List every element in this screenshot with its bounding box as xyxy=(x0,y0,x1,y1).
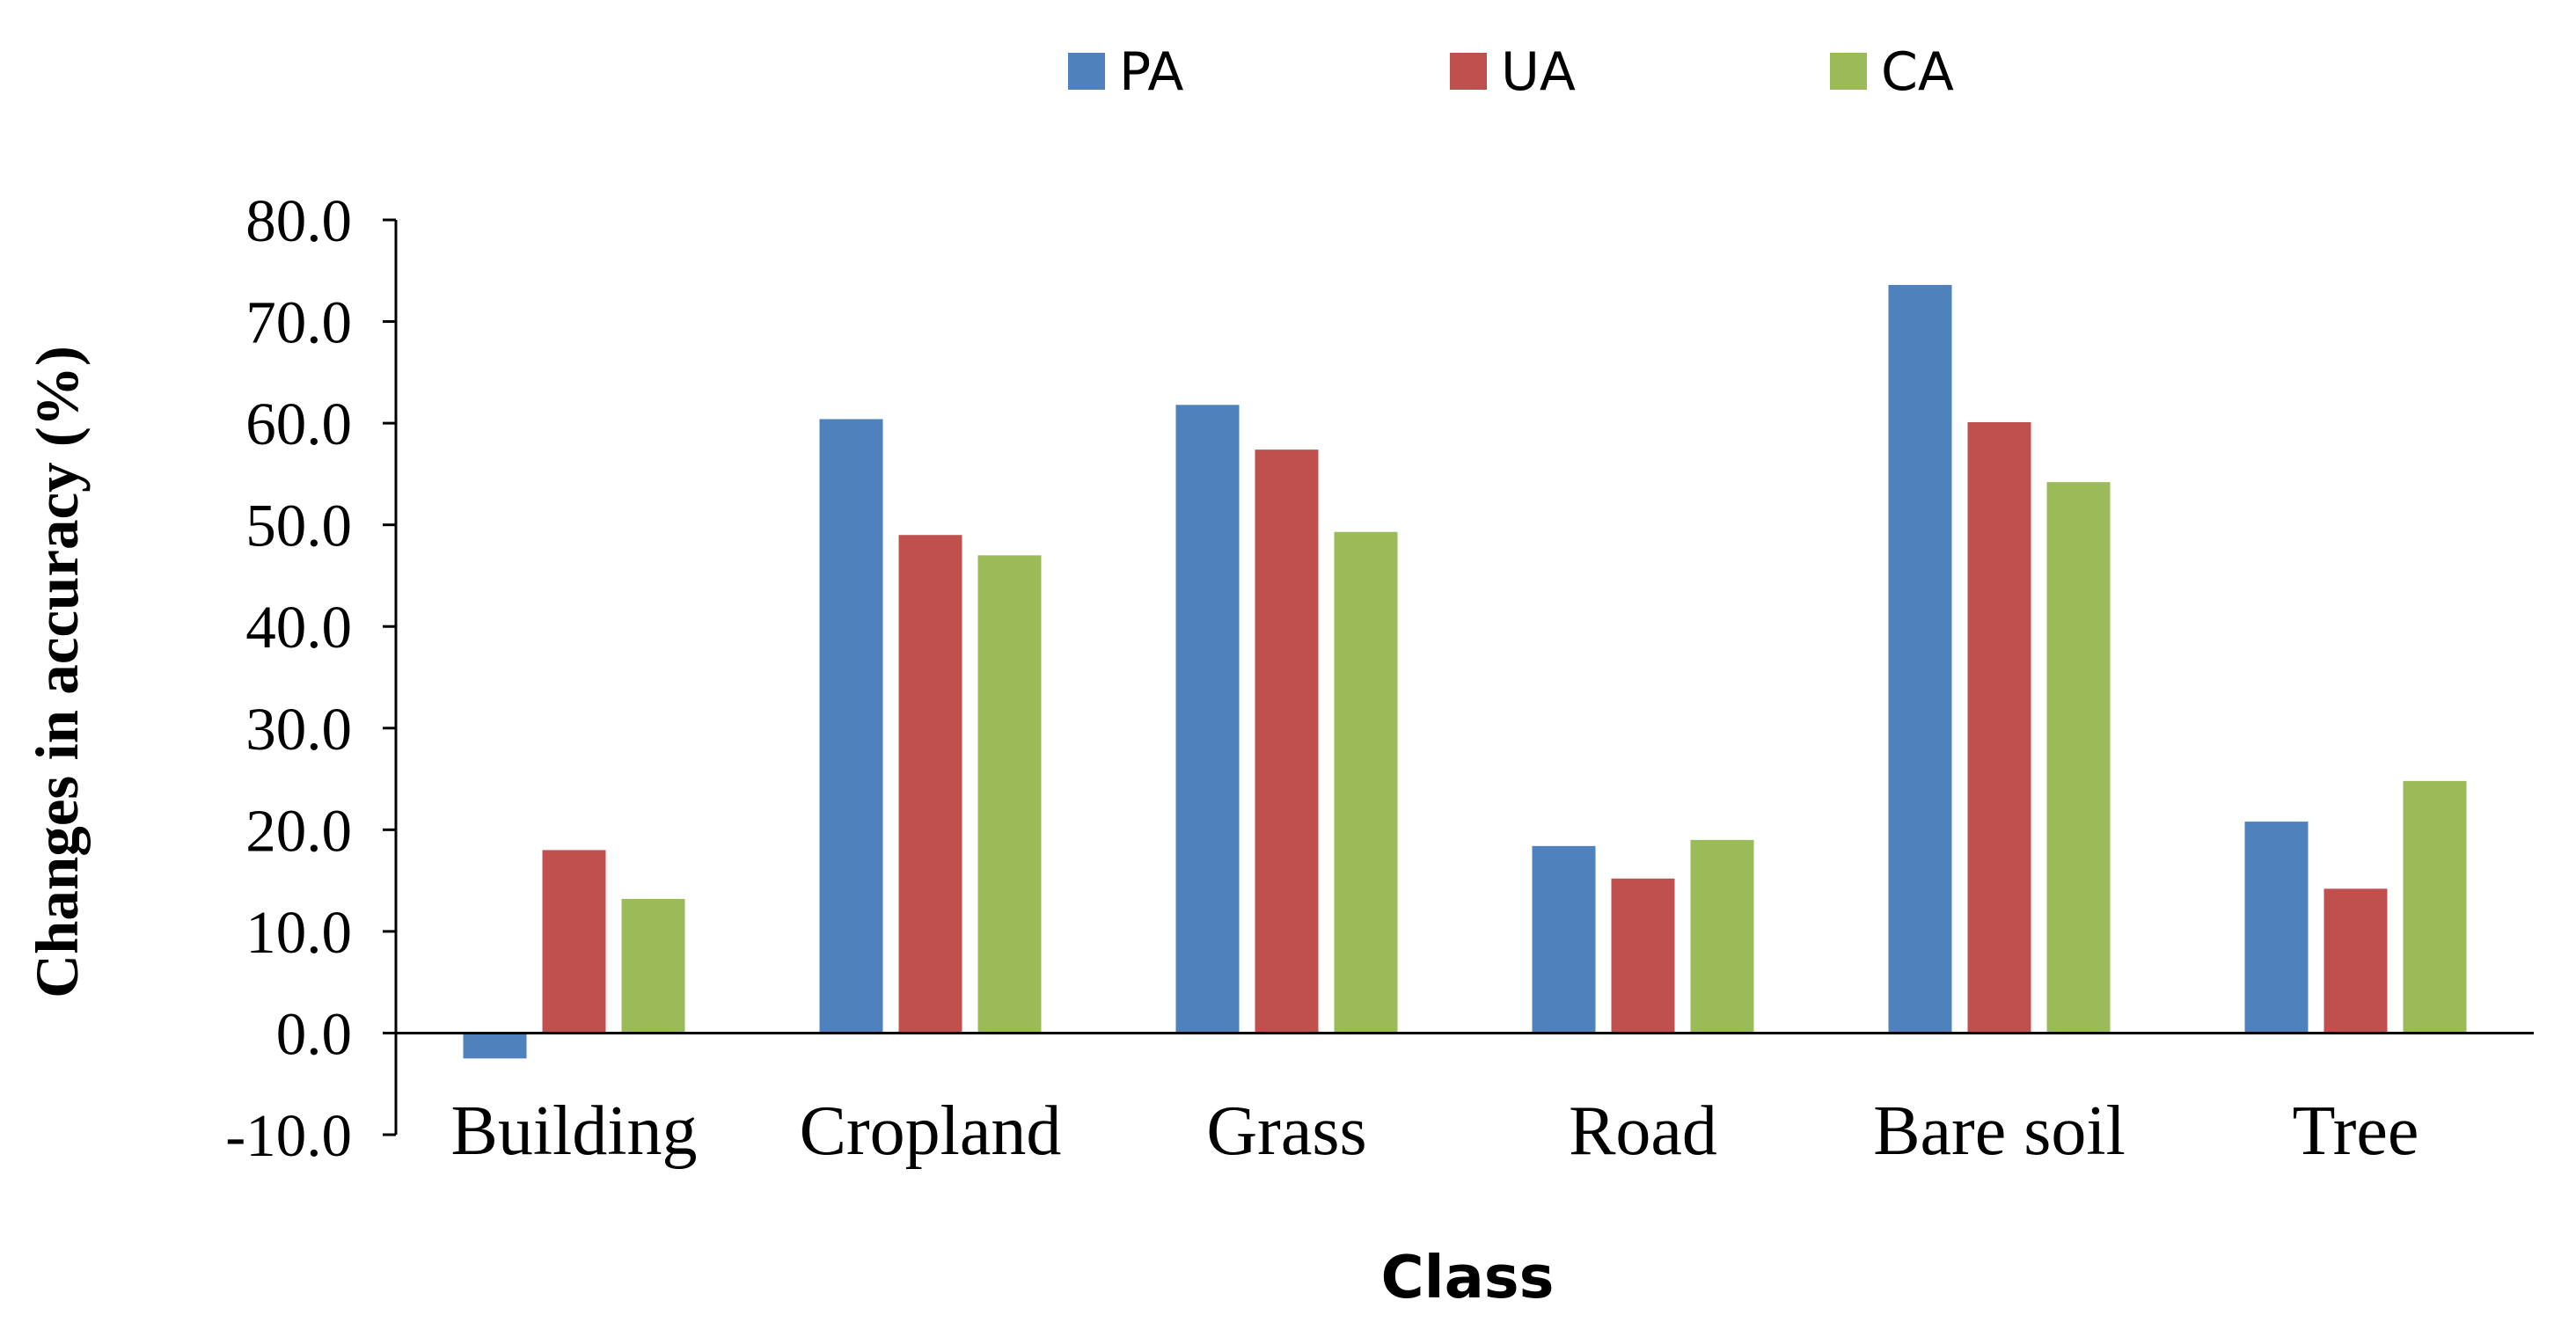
bar-pa-grass xyxy=(1175,405,1240,1034)
legend-swatch-pa xyxy=(1068,53,1105,90)
y-tick-label: 80.0 xyxy=(245,187,352,254)
bar-pa-cropland xyxy=(819,419,883,1034)
bar-pa-road xyxy=(1532,845,1596,1034)
y-tick-label: 0.0 xyxy=(276,1000,352,1067)
x-axis-title: Class xyxy=(1380,1243,1554,1311)
x-category-label: Road xyxy=(1569,1092,1717,1170)
legend-label-ua: UA xyxy=(1501,41,1576,103)
y-tick-label: 20.0 xyxy=(245,797,352,864)
bar-pa-tree xyxy=(2244,822,2309,1034)
bar-ca-tree xyxy=(2403,780,2467,1034)
y-tick-label: -10.0 xyxy=(225,1102,352,1169)
x-category-label: Tree xyxy=(2293,1092,2419,1170)
y-axis-ticks: -10.0 0.0 10.0 20.0 30.0 40.0 50.0 60.0 70.0 80.0 xyxy=(225,187,396,1169)
y-tick-label: 70.0 xyxy=(245,289,352,356)
bar-ua-tree xyxy=(2324,888,2388,1034)
bar-ca-road xyxy=(1690,839,1754,1034)
bar-ua-building xyxy=(542,850,606,1034)
bar-ua-cropland xyxy=(898,535,962,1034)
bar-ca-grass xyxy=(1334,531,1398,1034)
legend-label-ca: CA xyxy=(1881,41,1954,103)
legend-swatch-ua xyxy=(1450,53,1487,90)
x-category-label: Building xyxy=(450,1092,697,1170)
y-tick-label: 10.0 xyxy=(245,899,352,966)
bar-pa-building xyxy=(463,1033,527,1059)
x-category-label: Grass xyxy=(1206,1092,1366,1170)
bar-ua-grass xyxy=(1255,449,1319,1034)
bar-pa-bare-soil xyxy=(1888,284,1952,1034)
bar-ca-bare-soil xyxy=(2046,482,2111,1034)
bar-ua-bare-soil xyxy=(1967,421,2031,1034)
bar-series-group xyxy=(463,284,2467,1059)
legend-swatch-ca xyxy=(1830,53,1867,90)
x-axis-category-labels: Building Cropland Grass Road Bare soil Tree xyxy=(450,1092,2419,1170)
legend: PA UA CA xyxy=(1068,41,1954,103)
x-category-label: Cropland xyxy=(800,1092,1062,1170)
bar-ca-cropland xyxy=(977,555,1042,1034)
y-tick-label: 60.0 xyxy=(245,391,352,457)
y-tick-label: 40.0 xyxy=(245,594,352,661)
y-tick-label: 30.0 xyxy=(245,696,352,763)
x-category-label: Bare soil xyxy=(1873,1092,2126,1170)
bar-ca-building xyxy=(621,898,685,1034)
y-tick-label: 50.0 xyxy=(245,493,352,559)
bar-ua-road xyxy=(1611,878,1675,1034)
y-axis-title: Changes in accuracy (%) xyxy=(24,346,91,998)
legend-label-pa: PA xyxy=(1119,41,1183,103)
